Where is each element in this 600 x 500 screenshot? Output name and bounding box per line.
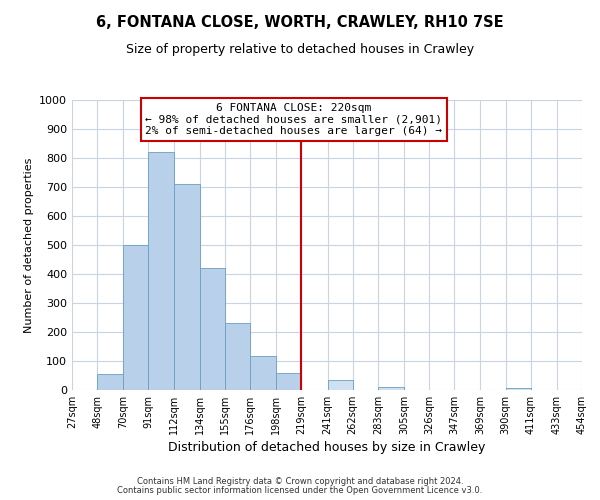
Bar [124,245,148,390]
Text: 6 FONTANA CLOSE: 220sqm
← 98% of detached houses are smaller (2,901)
2% of semi-: 6 FONTANA CLOSE: 220sqm ← 98% of detache… [145,103,442,136]
Bar [97,374,124,390]
Bar [200,268,225,390]
Bar [173,184,200,390]
Text: Contains HM Land Registry data © Crown copyright and database right 2024.: Contains HM Land Registry data © Crown c… [137,477,463,486]
Bar [225,324,250,390]
Text: Contains public sector information licensed under the Open Government Licence v3: Contains public sector information licen… [118,486,482,495]
Bar [506,388,530,390]
Bar [276,374,301,390]
Text: Size of property relative to detached houses in Crawley: Size of property relative to detached ho… [126,42,474,56]
X-axis label: Distribution of detached houses by size in Crawley: Distribution of detached houses by size … [169,441,485,454]
Bar [148,152,173,390]
Bar [250,356,276,390]
Y-axis label: Number of detached properties: Number of detached properties [23,158,34,332]
Bar [328,380,353,390]
Text: 6, FONTANA CLOSE, WORTH, CRAWLEY, RH10 7SE: 6, FONTANA CLOSE, WORTH, CRAWLEY, RH10 7… [96,15,504,30]
Bar [378,387,404,390]
